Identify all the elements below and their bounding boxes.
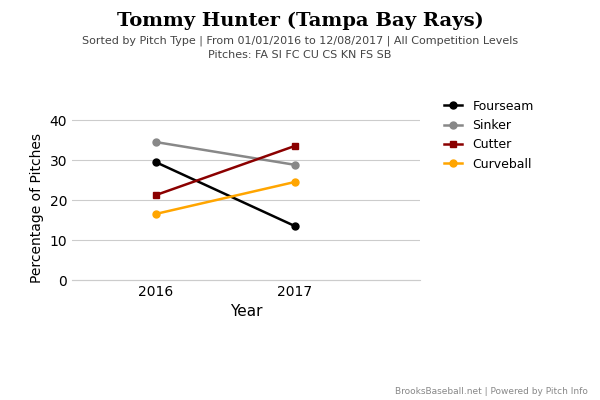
Text: Pitches: FA SI FC CU CS KN FS SB: Pitches: FA SI FC CU CS KN FS SB [208, 50, 392, 60]
Text: Sorted by Pitch Type | From 01/01/2016 to 12/08/2017 | All Competition Levels: Sorted by Pitch Type | From 01/01/2016 t… [82, 36, 518, 46]
X-axis label: Year: Year [230, 304, 262, 320]
Text: Tommy Hunter (Tampa Bay Rays): Tommy Hunter (Tampa Bay Rays) [116, 12, 484, 30]
Text: BrooksBaseball.net | Powered by Pitch Info: BrooksBaseball.net | Powered by Pitch In… [395, 387, 588, 396]
Legend: Fourseam, Sinker, Cutter, Curveball: Fourseam, Sinker, Cutter, Curveball [443, 100, 534, 170]
Y-axis label: Percentage of Pitches: Percentage of Pitches [30, 133, 44, 283]
